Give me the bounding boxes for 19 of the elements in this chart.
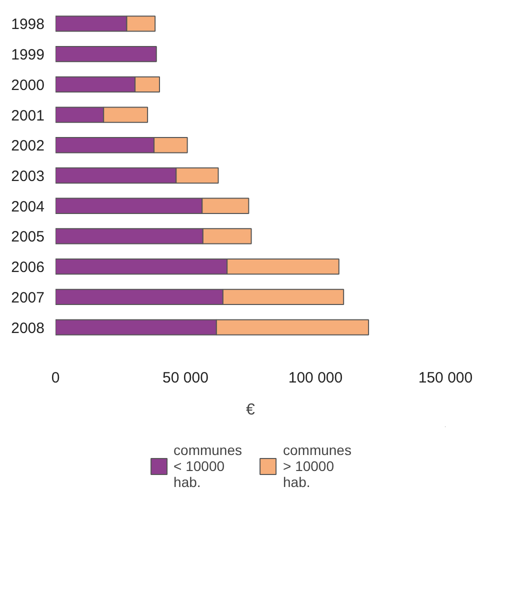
legend-label: communes > 10000 hab.: [283, 442, 352, 490]
x-axis-title: €: [246, 402, 256, 418]
x-tick-label: 50 000: [162, 370, 208, 386]
y-tick-label: 2006: [11, 259, 45, 276]
y-tick-label: 1999: [11, 46, 45, 64]
y-tick-label: 2000: [11, 76, 45, 94]
y-tick-label: 2007: [11, 289, 45, 306]
x-tick-label: 0: [51, 370, 60, 386]
y-tick-label: 2002: [11, 138, 45, 155]
y-tick-label: 2003: [11, 168, 45, 185]
y-tick-label: 2001: [11, 107, 45, 124]
legend-label: communes < 10000 hab.: [174, 442, 242, 490]
y-tick-label: 1998: [11, 16, 45, 34]
bar: [56, 46, 157, 62]
x-tick-label: 150 000: [418, 370, 473, 386]
y-tick-label: 2008: [11, 320, 45, 337]
y-tick-label: 2005: [11, 228, 45, 246]
y-tick-label: 2004: [11, 198, 45, 216]
x-tick-label: 100 000: [288, 370, 343, 386]
